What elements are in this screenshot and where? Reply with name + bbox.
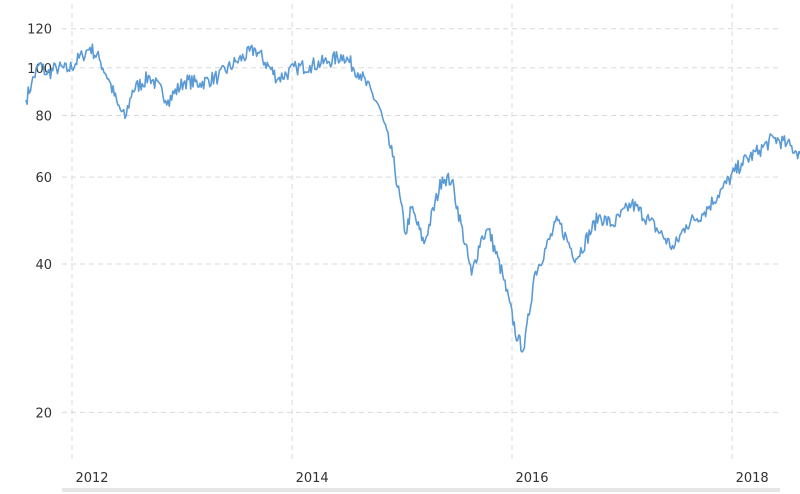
x-gridlines (71, 4, 733, 462)
x-tick-label: 2012 (75, 471, 108, 486)
x-axis-baseline (62, 488, 780, 492)
y-tick-label: 40 (35, 258, 52, 273)
y-gridlines (62, 28, 780, 413)
y-tick-label: 60 (35, 171, 52, 186)
y-tick-label: 120 (27, 23, 52, 38)
x-axis-tick-labels: 2012201420162018202020222024 (75, 471, 769, 486)
x-tick-label: 2014 (296, 471, 329, 486)
x-tick-label: 2018 (736, 471, 769, 486)
x-tick-label: 2016 (515, 471, 548, 486)
y-axis-tick-labels: 20 40 60 80 100 120 (27, 23, 52, 422)
y-tick-label: 100 (27, 62, 52, 77)
y-tick-label: 20 (35, 406, 52, 421)
price-series-line (25, 43, 800, 353)
y-tick-label: 80 (35, 110, 52, 125)
